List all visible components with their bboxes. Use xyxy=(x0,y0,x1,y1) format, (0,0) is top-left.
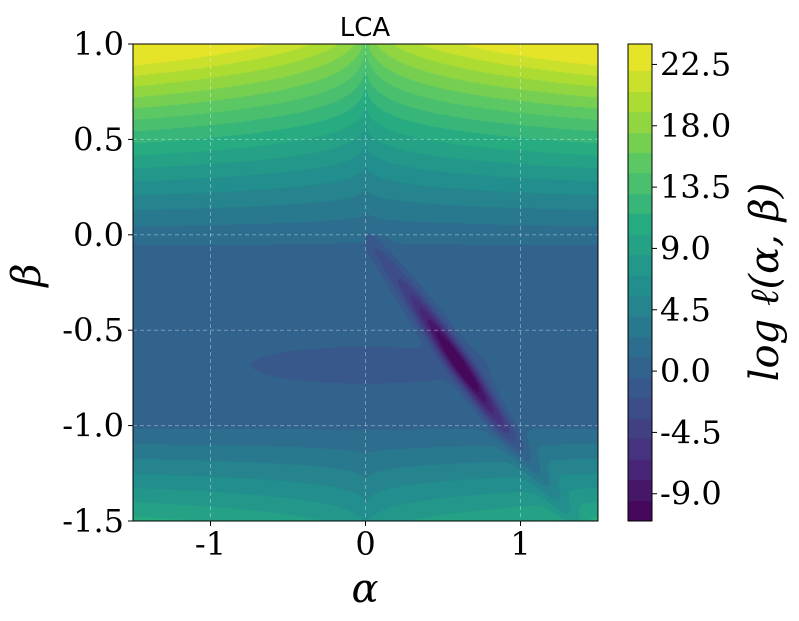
y-tick-label: 1.0 xyxy=(73,25,124,63)
colorbar-tick-label: -4.5 xyxy=(660,413,722,451)
plot-area xyxy=(132,43,599,522)
colorbar-frame xyxy=(627,43,653,522)
colorbar-tick-label: 18.0 xyxy=(660,107,731,145)
colorbar-gradient xyxy=(628,44,652,521)
x-axis-ticks: -1 0 1 xyxy=(195,521,531,563)
y-tick-label: 0.5 xyxy=(73,120,124,158)
x-axis-label: α xyxy=(351,566,378,612)
y-axis-label: β xyxy=(4,263,50,288)
colorbar-label: log ℓ(α, β) xyxy=(742,183,788,382)
colorbar-tick-label: -9.0 xyxy=(660,475,722,513)
y-tick-label: -1.0 xyxy=(62,407,124,445)
colorbar-tick-label: 13.5 xyxy=(660,168,731,206)
y-tick-label: -1.5 xyxy=(62,502,124,540)
colorbar-tick-label: 0.0 xyxy=(660,352,711,390)
y-tick-label: 0.0 xyxy=(73,216,124,254)
x-tick-label: 0 xyxy=(355,525,375,563)
colorbar-tick-label: 4.5 xyxy=(660,291,711,329)
y-tick-label: -0.5 xyxy=(62,311,124,349)
chart-title: LCA xyxy=(340,13,391,43)
colorbar: 22.5 18.0 13.5 9.0 4.5 0.0 -4.5 -9.0 xyxy=(627,43,731,522)
y-axis-ticks: 1.0 0.5 0.0 -0.5 -1.0 -1.5 xyxy=(62,25,133,540)
colorbar-tick-label: 22.5 xyxy=(660,45,731,83)
colorbar-tick-label: 9.0 xyxy=(660,229,711,267)
colorbar-ticks: 22.5 18.0 13.5 9.0 4.5 0.0 -4.5 -9.0 xyxy=(652,45,731,513)
x-tick-label: -1 xyxy=(195,525,226,563)
x-tick-label: 1 xyxy=(510,525,530,563)
contour-heatmap xyxy=(133,44,598,521)
